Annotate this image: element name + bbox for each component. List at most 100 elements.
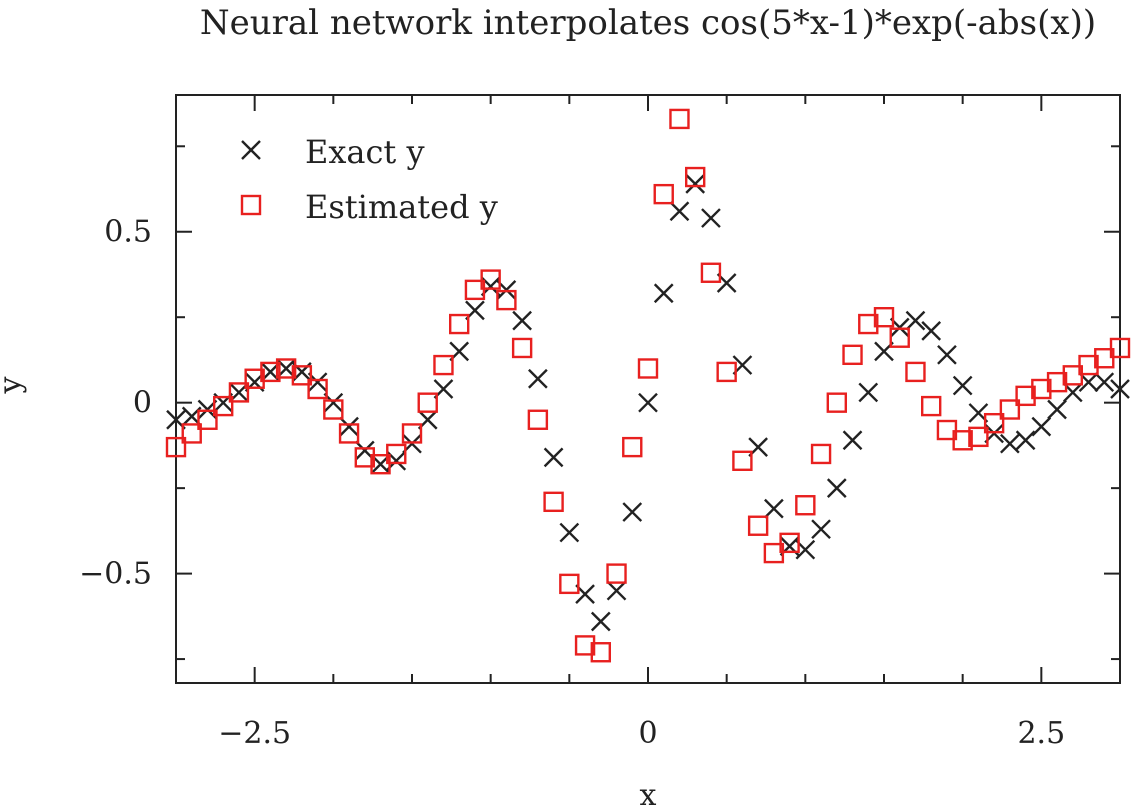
estimated-point	[921, 395, 942, 417]
estimated-point	[181, 423, 202, 444]
x-axis-label: x	[640, 778, 657, 807]
estimated-point	[606, 563, 627, 584]
legend-estimated-label: Estimated y	[305, 188, 498, 226]
exact-point	[905, 310, 926, 331]
exact-point	[653, 283, 674, 304]
estimated-point	[559, 573, 580, 595]
estimated-point	[1094, 348, 1115, 369]
exact-point	[937, 344, 957, 365]
estimated-point	[826, 392, 847, 413]
estimated-point	[527, 409, 549, 430]
y-tick-label: −0.5	[79, 557, 152, 592]
estimated-point	[905, 361, 926, 383]
exact-point	[559, 522, 580, 543]
exact-point	[1000, 433, 1020, 454]
exact-point	[669, 201, 690, 222]
estimated-point	[212, 395, 234, 417]
estimated-point	[732, 450, 753, 471]
x-tick-label: −2.5	[218, 716, 291, 751]
exact-point	[339, 416, 359, 437]
estimated-point	[1062, 365, 1084, 386]
legend-exact-glyph	[241, 140, 261, 160]
estimated-point	[983, 412, 1005, 434]
estimated-point	[197, 409, 218, 430]
y-axis-label: y	[0, 376, 28, 394]
exact-point	[606, 580, 627, 601]
estimated-point	[511, 337, 533, 359]
estimated-point	[323, 399, 344, 420]
estimated-point	[795, 495, 816, 516]
exact-point	[858, 382, 879, 403]
axis-ticks: −2.5 0 2.5 −0.5 0 0.5	[79, 95, 1121, 751]
y-tick-label: 0	[133, 386, 152, 421]
estimated-point	[275, 358, 297, 379]
estimated-point	[386, 443, 407, 465]
estimated-point	[716, 361, 737, 383]
estimated-point	[1046, 371, 1068, 393]
estimated-point	[543, 491, 564, 513]
plot-frame	[175, 94, 1121, 684]
estimated-point	[669, 108, 690, 130]
estimated-point	[873, 307, 895, 328]
estimated-point	[354, 447, 375, 468]
estimated-point	[763, 542, 785, 564]
legend: Exact y Estimated y	[240, 133, 498, 226]
estimated-point	[590, 642, 611, 663]
estimated-point	[653, 183, 674, 205]
estimated-point	[574, 635, 596, 656]
exact-point	[1047, 399, 1067, 420]
x-tick-label: 2.5	[1017, 716, 1065, 751]
estimated-point	[480, 269, 501, 290]
legend-estimated-marker	[240, 194, 262, 216]
estimated-point	[338, 423, 360, 444]
estimated-point	[165, 436, 187, 458]
estimated-point	[968, 426, 989, 448]
estimated-point	[1078, 354, 1099, 376]
estimated-point	[1109, 337, 1131, 359]
estimated-point	[291, 365, 313, 386]
legend-exact-marker	[241, 140, 261, 160]
estimated-point	[1015, 385, 1036, 407]
exact-point	[826, 478, 847, 498]
exact-point	[512, 310, 532, 331]
estimated-point	[747, 515, 769, 536]
exact-point	[921, 321, 942, 341]
exact-point	[1110, 379, 1130, 399]
estimated-point	[370, 454, 391, 475]
estimated-point	[244, 368, 265, 389]
exact-point	[701, 208, 721, 228]
exact-point	[764, 498, 784, 519]
exact-point	[685, 174, 706, 194]
estimated-point	[496, 289, 517, 311]
estimated-point	[401, 423, 423, 444]
estimated-point	[464, 279, 486, 301]
exact-point	[952, 375, 973, 396]
estimated-point	[952, 430, 973, 451]
exact-point	[1031, 416, 1052, 437]
estimated-point	[622, 436, 643, 458]
data-marks	[165, 108, 1131, 663]
exact-point	[1015, 430, 1036, 451]
exact-point	[1094, 372, 1115, 393]
exact-point	[590, 611, 611, 632]
estimated-point	[685, 166, 706, 188]
estimated-point	[417, 392, 438, 413]
estimated-point	[260, 361, 281, 383]
estimated-point	[889, 327, 910, 348]
estimated-point	[637, 358, 659, 379]
exact-point	[638, 392, 658, 413]
estimated-point	[433, 354, 454, 376]
estimated-point	[842, 344, 863, 366]
estimated-point	[999, 399, 1021, 420]
exact-point	[842, 430, 863, 451]
estimated-point	[810, 443, 832, 465]
estimated-point	[858, 313, 879, 335]
x-tick-label: 0	[638, 716, 657, 751]
estimated-point	[307, 378, 328, 400]
estimated-point	[228, 382, 250, 403]
estimated-point	[700, 262, 722, 283]
exact-point	[811, 519, 831, 540]
estimated-point	[449, 313, 470, 335]
estimated-point	[779, 532, 800, 554]
